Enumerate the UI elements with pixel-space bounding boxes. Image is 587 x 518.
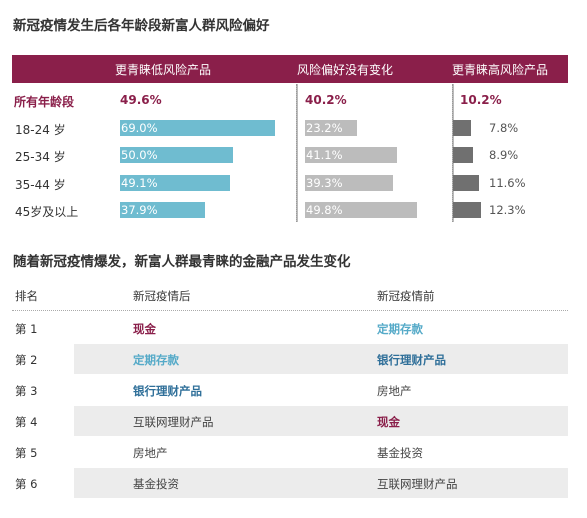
- table-cell-before: 互联网理财产品: [377, 477, 458, 491]
- column-header-low-risk: 更青睐低风险产品: [115, 63, 212, 77]
- bar-value-label: 37.9%: [121, 203, 158, 217]
- table-cell-before: 现金: [377, 415, 400, 429]
- bar-no-change: [305, 202, 417, 218]
- table-rank: 第 5: [15, 446, 38, 460]
- table-cell-after: 银行理财产品: [133, 384, 202, 398]
- table-header-after: 新冠疫情后: [133, 289, 191, 303]
- table-header-rank: 排名: [15, 289, 38, 303]
- bar-value-label: 41.1%: [306, 148, 343, 162]
- age-group-label: 45岁及以上: [15, 205, 79, 219]
- table-title: 随着新冠疫情爆发，新富人群最青睐的金融产品发生变化: [13, 254, 351, 270]
- bar-high-risk: [453, 120, 471, 136]
- age-group-label: 18-24 岁: [15, 123, 66, 137]
- table-header-divider: [12, 310, 568, 311]
- bar-value-label: 39.3%: [306, 176, 343, 190]
- bar-no-change: [305, 147, 397, 163]
- overall-value-no-change: 40.2%: [305, 93, 347, 107]
- bar-low-risk: [120, 175, 230, 191]
- table-rank: 第 4: [15, 415, 38, 429]
- bar-value-label: 8.9%: [489, 148, 519, 162]
- bar-no-change: [305, 175, 393, 191]
- overall-label: 所有年龄段: [14, 95, 75, 109]
- table-cell-after: 基金投资: [133, 477, 179, 491]
- overall-value-high-risk: 10.2%: [460, 93, 502, 107]
- column-header-bar: 更青睐低风险产品 风险偏好没有变化 更青睐高风险产品: [12, 55, 568, 83]
- bar-value-label: 23.2%: [306, 121, 343, 135]
- table-cell-after: 定期存款: [133, 353, 179, 367]
- age-group-label: 25-34 岁: [15, 150, 66, 164]
- bar-value-label: 69.0%: [121, 121, 158, 135]
- table-rank: 第 6: [15, 477, 38, 491]
- bar-high-risk: [453, 175, 479, 191]
- bar-low-risk: [120, 120, 275, 136]
- bar-value-label: 11.6%: [489, 176, 526, 190]
- column-header-high-risk: 更青睐高风险产品: [452, 63, 549, 77]
- bar-high-risk: [453, 202, 481, 218]
- table-cell-after: 现金: [133, 322, 156, 336]
- bar-low-risk: [120, 147, 233, 163]
- table-row-stripe: [74, 406, 568, 436]
- table-header-before: 新冠疫情前: [377, 289, 435, 303]
- table-cell-before: 基金投资: [377, 446, 423, 460]
- table-rank: 第 2: [15, 353, 38, 367]
- table-cell-after: 互联网理财产品: [133, 415, 214, 429]
- bar-value-label: 49.8%: [306, 203, 343, 217]
- table-rank: 第 1: [15, 322, 38, 336]
- table-rank: 第 3: [15, 384, 38, 398]
- bar-value-label: 7.8%: [489, 121, 519, 135]
- bar-value-label: 12.3%: [489, 203, 526, 217]
- overall-value-low-risk: 49.6%: [120, 93, 162, 107]
- bar-value-label: 49.1%: [121, 176, 158, 190]
- table-cell-before: 定期存款: [377, 322, 423, 336]
- column-header-no-change: 风险偏好没有变化: [297, 63, 394, 77]
- bar-value-label: 50.0%: [121, 148, 158, 162]
- table-cell-before: 房地产: [377, 384, 412, 398]
- age-group-label: 35-44 岁: [15, 178, 66, 192]
- chart-title: 新冠疫情发生后各年龄段新富人群风险偏好: [13, 18, 270, 34]
- bar-high-risk: [453, 147, 473, 163]
- table-row-stripe: [74, 344, 568, 374]
- column-divider: [296, 84, 298, 222]
- table-cell-before: 银行理财产品: [377, 353, 446, 367]
- bar-low-risk: [120, 202, 205, 218]
- bar-no-change: [305, 120, 357, 136]
- table-cell-after: 房地产: [133, 446, 168, 460]
- table-row-stripe: [74, 468, 568, 498]
